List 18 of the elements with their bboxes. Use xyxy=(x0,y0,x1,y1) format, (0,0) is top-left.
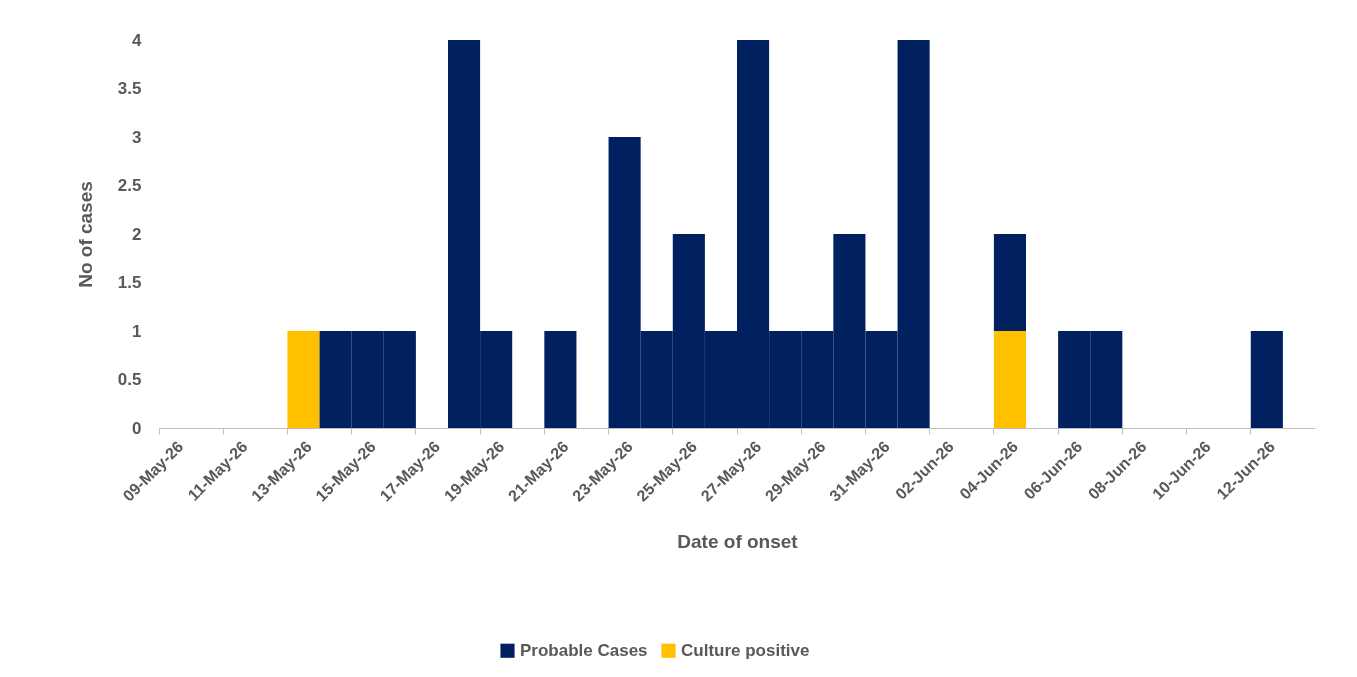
y-tick-label: 2 xyxy=(132,224,142,244)
x-axis-title: Date of onset xyxy=(677,530,799,552)
y-tick-label: 0.5 xyxy=(117,370,142,389)
y-tick-label: 3.5 xyxy=(117,79,142,98)
legend-label: Culture positive xyxy=(681,640,810,660)
bar xyxy=(544,331,577,428)
y-tick-label: 2.5 xyxy=(117,176,142,195)
y-axis-title: No of cases xyxy=(74,181,96,288)
y-tick-label: 3 xyxy=(132,127,142,147)
bar xyxy=(993,234,1026,331)
y-tick-label: 1 xyxy=(132,321,142,341)
y-tick-label: 4 xyxy=(132,30,143,50)
legend-label: Probable Cases xyxy=(520,640,648,660)
bar xyxy=(993,331,1026,428)
bar xyxy=(1250,331,1283,428)
y-tick-label: 0 xyxy=(132,418,142,438)
y-tick-label: 1.5 xyxy=(117,273,142,292)
bar xyxy=(287,331,320,428)
